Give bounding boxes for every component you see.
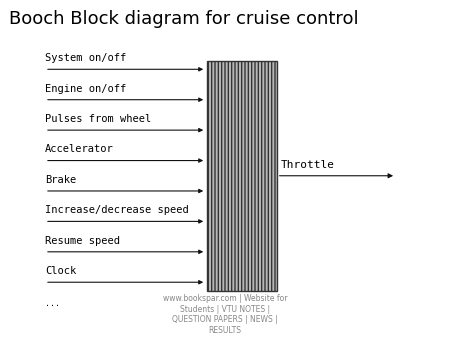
Text: www.bookspar.com | Website for
Students | VTU NOTES |
QUESTION PAPERS | NEWS |
R: www.bookspar.com | Website for Students … <box>163 294 287 335</box>
Text: Clock: Clock <box>45 266 76 276</box>
Text: System on/off: System on/off <box>45 53 126 63</box>
Text: Increase/decrease speed: Increase/decrease speed <box>45 205 189 215</box>
Text: Engine on/off: Engine on/off <box>45 83 126 94</box>
Text: Accelerator: Accelerator <box>45 144 114 154</box>
Text: Brake: Brake <box>45 175 76 185</box>
Text: Resume speed: Resume speed <box>45 236 120 246</box>
Text: ...: ... <box>45 299 60 308</box>
Text: Pulses from wheel: Pulses from wheel <box>45 114 151 124</box>
Text: Booch Block diagram for cruise control: Booch Block diagram for cruise control <box>9 10 359 28</box>
Bar <box>207 61 277 291</box>
Text: Throttle: Throttle <box>281 160 335 170</box>
